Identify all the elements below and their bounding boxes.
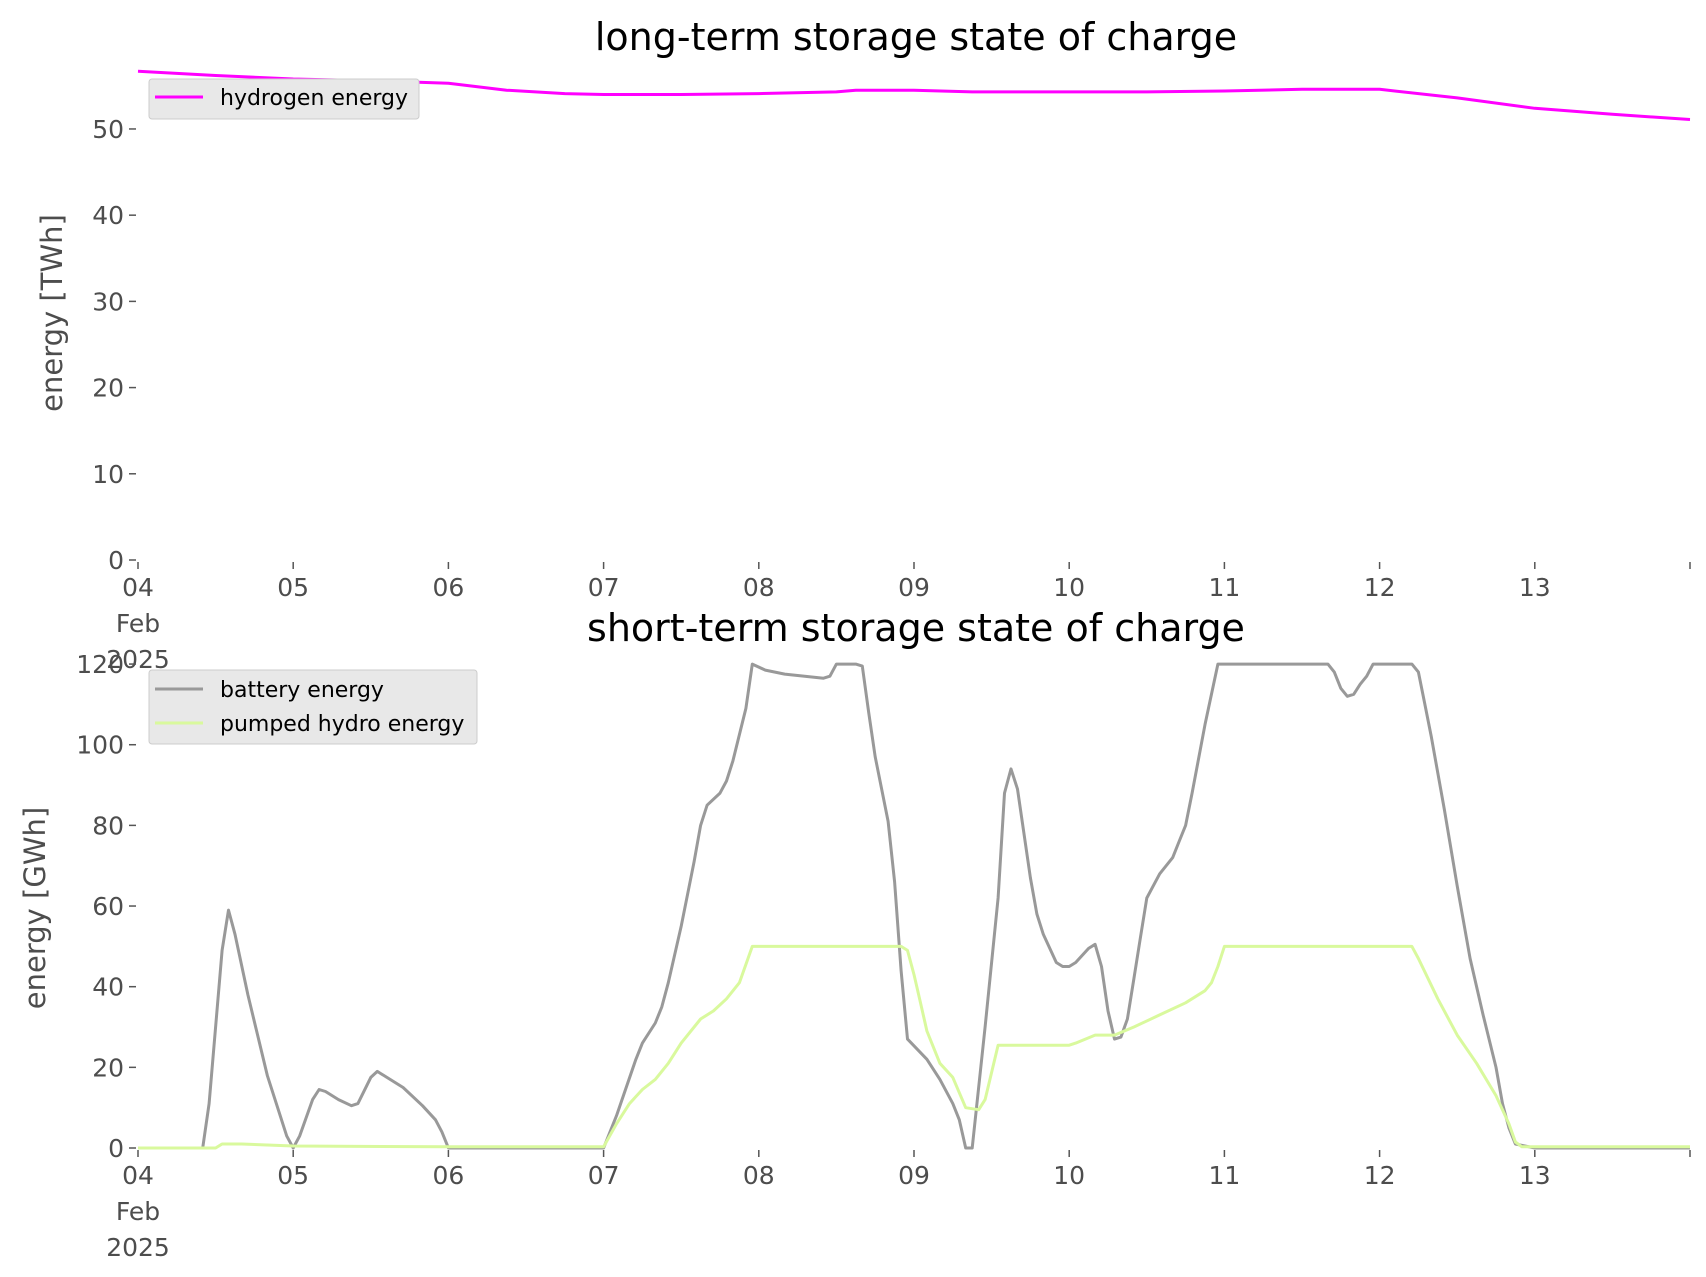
x-tick-label: 06 <box>432 1161 464 1190</box>
x-tick-label: 12 <box>1364 573 1396 602</box>
x-tick-label: 07 <box>588 573 620 602</box>
y-tick-label: 50 <box>92 115 124 144</box>
legend-label-pumped-hydro: pumped hydro energy <box>220 712 464 737</box>
y-axis-ticks: 0 10 20 30 40 50 <box>92 115 136 575</box>
y-tick-label: 20 <box>92 1053 124 1082</box>
y-tick-label: 100 <box>76 731 124 760</box>
x-tick-label: 13 <box>1519 573 1551 602</box>
series-line-pumped-hydro-energy <box>138 944 1690 1150</box>
y-tick-label: 0 <box>108 546 124 575</box>
y-tick-label: 30 <box>92 287 124 316</box>
legend-label-hydrogen: hydrogen energy <box>220 86 408 111</box>
legend-label-battery: battery energy <box>220 678 384 703</box>
legend: battery energy pumped hydro energy <box>148 669 478 745</box>
x-tick-label: 09 <box>898 573 930 602</box>
y-tick-label: 10 <box>92 460 124 489</box>
chart-short-term: short-term storage state of charge energ… <box>18 606 1691 1262</box>
legend-box <box>148 78 420 120</box>
x-tick-label: 05 <box>277 1161 309 1190</box>
y-tick-label: 20 <box>92 374 124 403</box>
legend-box <box>148 669 478 745</box>
x-tick-label: 10 <box>1053 1161 1085 1190</box>
legend: hydrogen energy <box>148 78 420 120</box>
y-tick-label: 60 <box>92 892 124 921</box>
series-line-hydrogen-energy <box>137 69 1691 121</box>
chart-long-term: long-term storage state of charge energy… <box>35 15 1691 674</box>
x-tick-label: 04 <box>122 1161 154 1190</box>
x-tick-label: 11 <box>1208 1161 1240 1190</box>
y-tick-label: 120 <box>76 650 124 679</box>
chart-title: short-term storage state of charge <box>587 606 1245 650</box>
x-axis-ticks: 04 Feb 2025 05 06 07 08 09 10 11 12 13 <box>106 1150 1691 1262</box>
y-axis-label: energy [GWh] <box>18 807 52 1009</box>
y-tick-label: 0 <box>108 1134 124 1163</box>
x-tick-label: Feb <box>116 1197 160 1226</box>
y-tick-label: 40 <box>92 201 124 230</box>
plot-lines <box>137 69 1691 121</box>
y-axis-label: energy [TWh] <box>35 214 69 412</box>
chart-title: long-term storage state of charge <box>595 15 1237 59</box>
y-tick-label: 40 <box>92 973 124 1002</box>
x-tick-label: 07 <box>588 1161 620 1190</box>
x-tick-label: 2025 <box>106 645 170 674</box>
x-tick-label: 2025 <box>106 1233 170 1262</box>
x-tick-label: 10 <box>1053 573 1085 602</box>
x-tick-label: 11 <box>1208 573 1240 602</box>
x-tick-label: 08 <box>743 1161 775 1190</box>
x-tick-label: Feb <box>116 609 160 638</box>
x-tick-label: 04 <box>122 573 154 602</box>
x-tick-label: 13 <box>1519 1161 1551 1190</box>
x-tick-label: 12 <box>1364 1161 1396 1190</box>
y-axis-ticks: 0 20 40 60 80 100 120 <box>76 650 136 1163</box>
series-line-battery-energy <box>138 662 1690 1150</box>
x-tick-label: 08 <box>743 573 775 602</box>
x-tick-label: 06 <box>432 573 464 602</box>
x-axis-ticks: 04 Feb 2025 05 06 07 08 09 10 11 12 13 <box>106 562 1691 674</box>
y-tick-label: 80 <box>92 811 124 840</box>
x-tick-label: 05 <box>277 573 309 602</box>
x-tick-label: 09 <box>898 1161 930 1190</box>
plot-lines <box>138 662 1690 1150</box>
